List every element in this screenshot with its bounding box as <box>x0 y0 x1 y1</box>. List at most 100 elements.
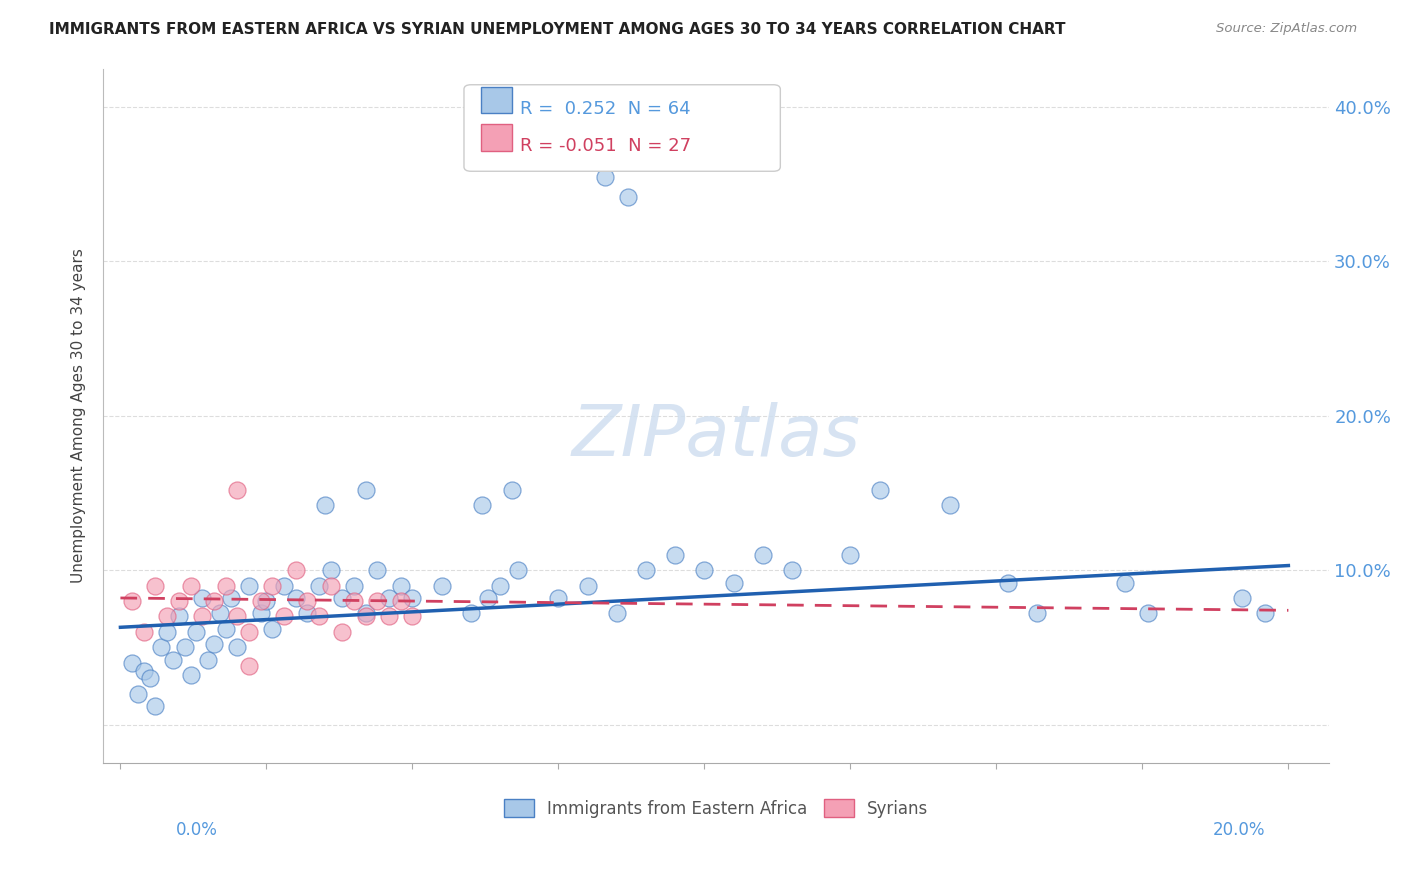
Text: Source: ZipAtlas.com: Source: ZipAtlas.com <box>1216 22 1357 36</box>
Point <box>471 499 494 513</box>
Point <box>156 624 179 639</box>
Point <box>238 659 260 673</box>
Point <box>221 591 243 605</box>
Point <box>593 169 616 184</box>
Point <box>1254 607 1277 621</box>
Point <box>249 607 271 621</box>
Point <box>179 668 201 682</box>
Text: R = -0.051  N = 27: R = -0.051 N = 27 <box>520 137 692 155</box>
Point <box>132 624 155 639</box>
Point <box>273 609 295 624</box>
Point <box>430 579 453 593</box>
Point <box>226 640 249 655</box>
Point <box>150 640 173 655</box>
Point <box>284 563 307 577</box>
Point <box>226 483 249 497</box>
Point <box>606 607 628 621</box>
Point <box>477 591 499 605</box>
Point <box>226 609 249 624</box>
Point <box>354 483 377 497</box>
Point <box>297 607 319 621</box>
Point <box>401 591 423 605</box>
Point <box>547 591 569 605</box>
Point <box>145 579 167 593</box>
Point <box>634 563 657 577</box>
Text: IMMIGRANTS FROM EASTERN AFRICA VS SYRIAN UNEMPLOYMENT AMONG AGES 30 TO 34 YEARS : IMMIGRANTS FROM EASTERN AFRICA VS SYRIAN… <box>49 22 1066 37</box>
Point <box>319 579 342 593</box>
Point <box>1230 591 1253 605</box>
Point <box>238 579 260 593</box>
Legend: Immigrants from Eastern Africa, Syrians: Immigrants from Eastern Africa, Syrians <box>496 793 935 824</box>
Point <box>214 579 236 593</box>
Point <box>354 609 377 624</box>
Point <box>197 653 219 667</box>
Point <box>366 563 388 577</box>
Point <box>460 607 482 621</box>
Point <box>191 609 214 624</box>
Point <box>238 624 260 639</box>
Point <box>132 664 155 678</box>
Point <box>191 591 214 605</box>
Point <box>173 640 195 655</box>
Point <box>262 579 284 593</box>
Point <box>127 687 149 701</box>
Point <box>121 594 143 608</box>
Point <box>378 609 401 624</box>
Text: 20.0%: 20.0% <box>1213 821 1265 838</box>
Point <box>343 594 366 608</box>
Point <box>297 594 319 608</box>
Point <box>378 591 401 605</box>
Point <box>752 548 775 562</box>
Point <box>208 607 231 621</box>
Point <box>389 594 412 608</box>
Point <box>839 548 862 562</box>
Point <box>343 579 366 593</box>
Point <box>186 624 208 639</box>
Point <box>138 671 160 685</box>
Point <box>179 579 201 593</box>
Text: 0.0%: 0.0% <box>176 821 218 838</box>
Text: R =  0.252  N = 64: R = 0.252 N = 64 <box>520 100 690 118</box>
Point <box>938 499 960 513</box>
Point <box>723 575 745 590</box>
Point <box>354 607 377 621</box>
Point <box>145 698 167 713</box>
Point <box>330 591 353 605</box>
Point <box>693 563 716 577</box>
Point <box>506 563 529 577</box>
Point <box>162 653 184 667</box>
Point <box>389 579 412 593</box>
Point <box>330 624 353 639</box>
Point <box>202 594 225 608</box>
Point <box>780 563 803 577</box>
Point <box>214 622 236 636</box>
Point <box>273 579 295 593</box>
Point <box>1026 607 1049 621</box>
Point <box>156 609 179 624</box>
Point <box>869 483 891 497</box>
Point <box>167 594 190 608</box>
Point <box>1137 607 1160 621</box>
Point <box>366 594 388 608</box>
Point <box>254 594 277 608</box>
Point <box>501 483 523 497</box>
Point <box>284 591 307 605</box>
Point <box>1114 575 1136 590</box>
Point <box>576 579 599 593</box>
Point <box>997 575 1019 590</box>
Point <box>167 609 190 624</box>
Point <box>664 548 686 562</box>
Y-axis label: Unemployment Among Ages 30 to 34 years: Unemployment Among Ages 30 to 34 years <box>72 248 86 583</box>
Point <box>249 594 271 608</box>
Point <box>308 579 330 593</box>
Point <box>121 656 143 670</box>
Text: ZIPatlas: ZIPatlas <box>572 402 860 471</box>
Point <box>401 609 423 624</box>
Point <box>617 189 640 203</box>
Point <box>262 622 284 636</box>
Point <box>314 499 336 513</box>
Point <box>489 579 512 593</box>
Point <box>202 637 225 651</box>
Point <box>319 563 342 577</box>
Point <box>308 609 330 624</box>
